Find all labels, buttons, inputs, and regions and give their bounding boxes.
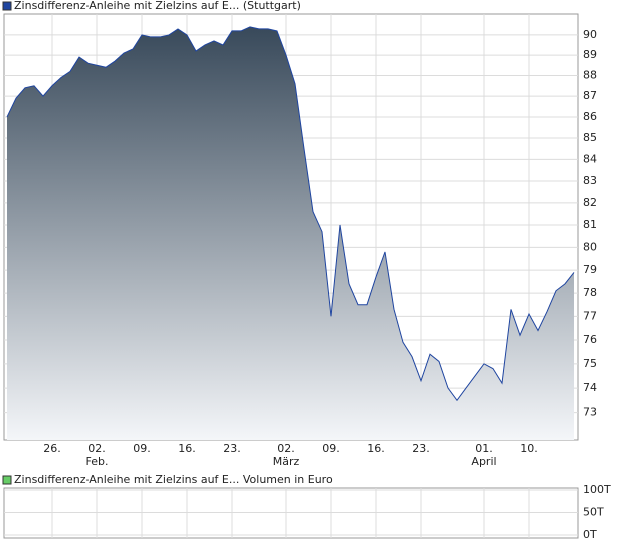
y-tick-label: 74 — [583, 381, 597, 394]
x-tick-label: 26. — [43, 442, 61, 455]
x-tick-label: 01. April — [471, 442, 497, 468]
y-tick-label: 81 — [583, 218, 597, 231]
y-tick-label: 88 — [583, 68, 597, 81]
x-tick-label: 23. — [223, 442, 241, 455]
y-tick-label: 86 — [583, 110, 597, 123]
y-tick-label: 77 — [583, 309, 597, 322]
y-tick-label: 76 — [583, 333, 597, 346]
legend: Zinsdifferenz-Anleihe mit Zielzins auf E… — [14, 473, 333, 486]
y-tick-label: 78 — [583, 286, 597, 299]
y-tick-label: 83 — [583, 174, 597, 187]
legend-swatch — [2, 1, 12, 11]
y-tick-label: 84 — [583, 152, 597, 165]
y-tick-label: 82 — [583, 196, 597, 209]
y-tick-label: 89 — [583, 48, 597, 61]
y-tick-label: 50T — [583, 506, 604, 519]
x-tick-label: 09. — [322, 442, 340, 455]
y-tick-label: 0T — [583, 528, 597, 541]
y-tick-label: 80 — [583, 240, 597, 253]
x-tick-label: 10. — [520, 442, 538, 455]
y-tick-label: 85 — [583, 131, 597, 144]
y-tick-label: 73 — [583, 406, 597, 419]
y-tick-label: 100T — [583, 483, 611, 496]
x-tick-label: 16. — [367, 442, 385, 455]
legend: Zinsdifferenz-Anleihe mit Zielzins auf E… — [14, 0, 301, 12]
x-tick-label: 09. — [133, 442, 151, 455]
x-tick-label: 23. — [412, 442, 430, 455]
y-tick-label: 87 — [583, 89, 597, 102]
y-tick-label: 75 — [583, 357, 597, 370]
x-tick-label: 02. März — [272, 442, 300, 468]
x-tick-label: 16. — [178, 442, 196, 455]
legend-swatch — [2, 475, 12, 485]
x-tick-label: 02. Feb. — [85, 442, 109, 468]
y-tick-label: 79 — [583, 263, 597, 276]
y-tick-label: 90 — [583, 28, 597, 41]
area — [7, 26, 574, 440]
line — [6, 26, 575, 402]
